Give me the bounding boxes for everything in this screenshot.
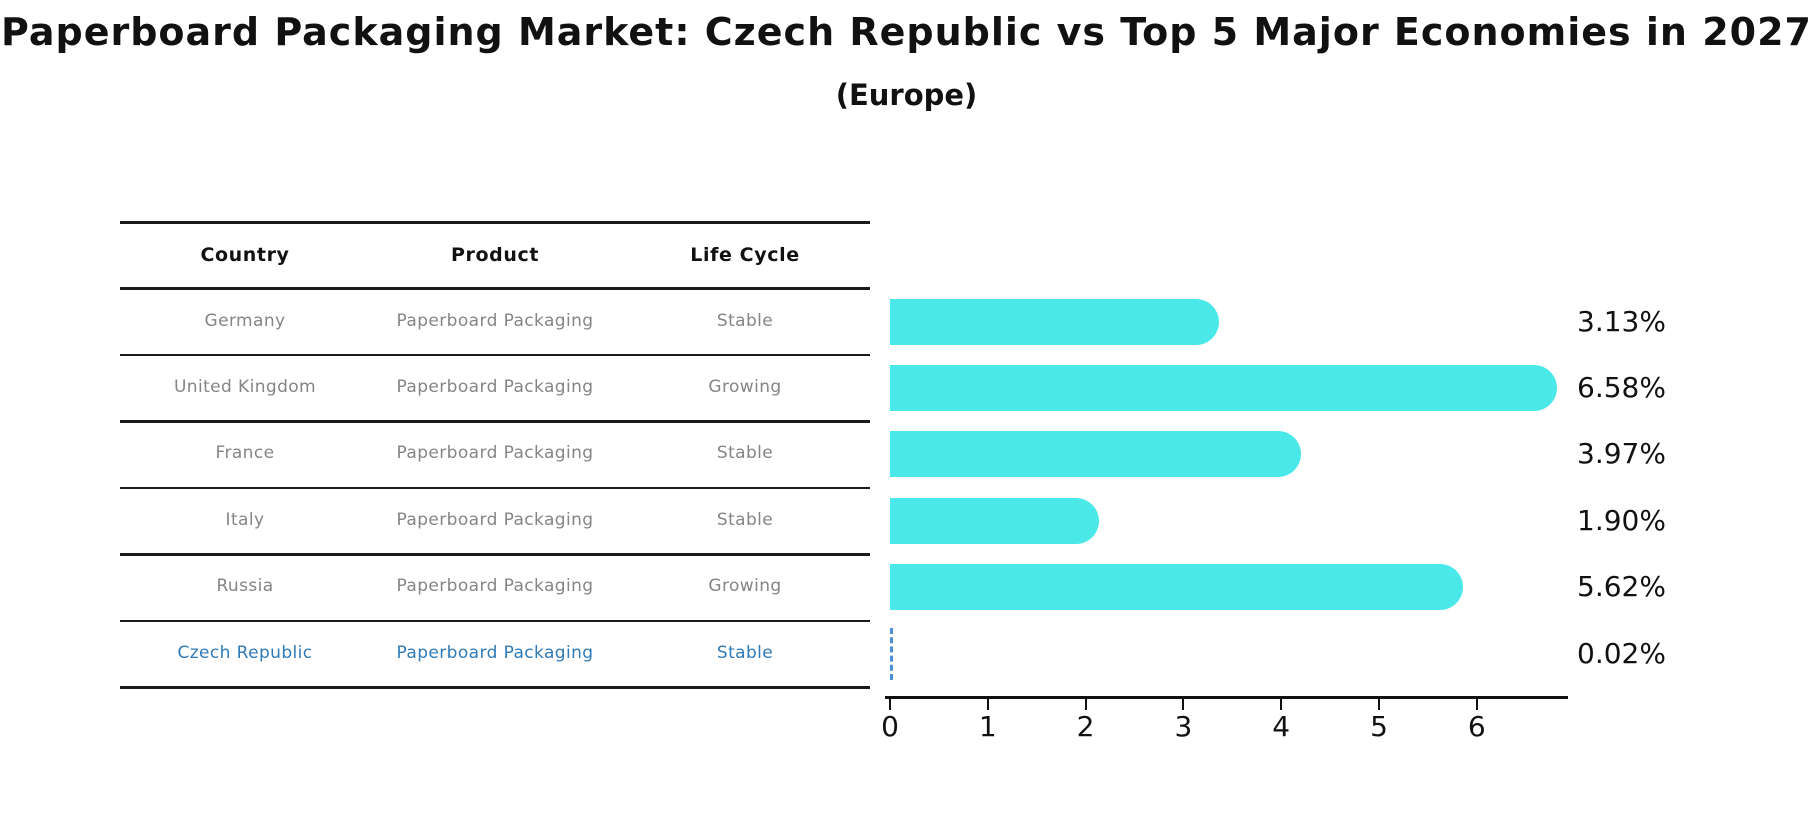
table-cell-country: France [215,443,275,464]
table-rule-line [120,353,870,357]
table-cell-life-cycle: Stable [716,310,774,331]
page-subtitle: (Europe) [835,78,978,112]
bar-value-label: 6.58% [1577,371,1666,405]
table-cell-product: Paperboard Packaging [396,576,594,597]
table-cell-country: Germany [204,310,286,331]
table-cell-life-cycle: Growing [708,377,782,398]
table-cell-country: Czech Republic [177,642,313,663]
table-rule-line [120,420,870,423]
x-axis-tick [1084,699,1087,710]
column-header-product: Product [450,244,540,266]
bar-near-zero [890,627,893,680]
table-cell-country: Italy [225,509,265,530]
page-title: Paperboard Packaging Market: Czech Repub… [1,10,1812,54]
table-cell-country: Russia [216,576,274,597]
x-axis-tick-label: 2 [1076,710,1095,743]
bar-value-label: 3.13% [1577,304,1666,338]
table-cell-life-cycle: Stable [716,443,774,464]
x-axis-tick-label: 3 [1174,710,1193,743]
x-axis-tick-label: 5 [1370,710,1388,743]
column-header-country: Country [200,244,290,266]
x-axis-tick-label: 6 [1467,710,1486,743]
x-axis-tick [1378,699,1380,710]
x-axis-tick [986,699,989,710]
table-cell-life-cycle: Stable [716,642,774,663]
bar [890,431,1302,478]
bar [890,365,1557,412]
bar [890,497,1099,544]
x-axis-tick [1280,699,1283,710]
table-rule-line [120,287,870,290]
bar-value-label: 1.90% [1577,503,1666,537]
bar-value-label: 3.97% [1577,437,1666,471]
bar-value-label: 5.62% [1577,570,1666,604]
x-axis-tick-label: 0 [881,710,899,743]
x-axis-line [885,696,1568,699]
x-axis-tick [1475,699,1478,710]
table-rule-line [120,686,870,689]
table-rule-line [120,553,870,556]
table-rule-line [120,619,870,623]
table-cell-life-cycle: Stable [716,509,774,530]
x-axis-tick-label: 4 [1272,710,1291,743]
table-cell-product: Paperboard Packaging [396,443,594,464]
table-rule-line [120,221,870,224]
column-header-life-cycle: Life Cycle [690,244,800,266]
x-axis-tick-label: 1 [978,710,997,743]
table-cell-country: United Kingdom [173,377,317,398]
table-cell-product: Paperboard Packaging [396,310,594,331]
bar [890,298,1220,345]
x-axis-tick [1182,699,1185,710]
bar [890,564,1463,611]
table-cell-product: Paperboard Packaging [396,377,594,398]
x-axis-tick [889,699,891,710]
table-cell-life-cycle: Growing [708,576,782,597]
table-rule-line [120,486,870,490]
table-cell-product: Paperboard Packaging [396,642,594,663]
table-cell-product: Paperboard Packaging [396,509,594,530]
bar-value-label: 0.02% [1577,636,1666,670]
